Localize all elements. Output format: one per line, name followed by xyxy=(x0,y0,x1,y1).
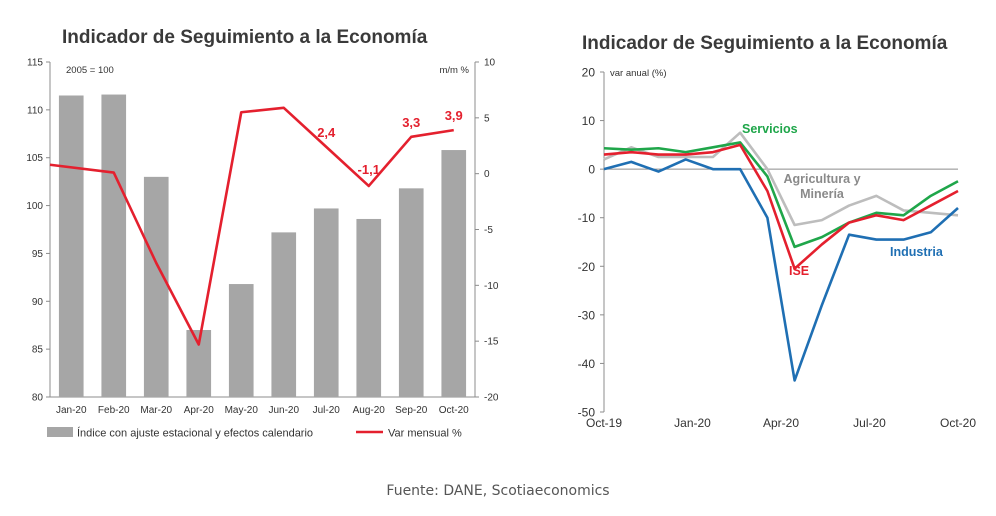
right-chart-line-agricultura-y-mineria xyxy=(603,131,959,227)
left-chart-data-label: 3,3 xyxy=(402,115,420,130)
right-chart-y-tick-label: 20 xyxy=(582,66,596,80)
left-chart-left-axis-label: 2005 = 100 xyxy=(66,65,114,76)
right-chart-y-tick-label: -10 xyxy=(578,211,596,225)
left-chart-bar xyxy=(143,176,169,397)
right-chart-x-tick-label: Jan-20 xyxy=(674,416,711,430)
left-chart-legend-label-line: Var mensual % xyxy=(388,428,462,440)
left-chart-title: Indicador de Seguimiento a la Economía xyxy=(62,27,428,48)
left-chart-right-tick-label: -20 xyxy=(484,393,499,404)
right-chart-line-servicios xyxy=(603,141,959,249)
right-chart-y-tick-label: -30 xyxy=(578,308,596,322)
left-chart-right-tick-label: -15 xyxy=(484,337,499,348)
right-chart-y-axis-label: var anual (%) xyxy=(610,68,667,79)
left-chart-left-tick-label: 95 xyxy=(32,249,44,260)
left-chart-right-tick-label: 5 xyxy=(484,113,490,124)
left-chart-right-tick-label: -10 xyxy=(484,281,499,292)
left-chart-left-tick-label: 110 xyxy=(27,105,43,116)
right-chart-y-tick-label: 10 xyxy=(582,114,596,128)
right-chart-x-tick-label: Oct-19 xyxy=(586,416,622,430)
right-chart-series-label-servicios: Servicios xyxy=(742,122,798,136)
left-chart-left-tick-label: 100 xyxy=(26,201,43,212)
left-chart-bar xyxy=(228,284,254,397)
left-chart-x-tick-label: Jul-20 xyxy=(313,405,341,416)
right-chart-y-tick-label: -40 xyxy=(578,357,596,371)
left-chart-x-tick-label: May-20 xyxy=(225,405,259,416)
right-chart-title: Indicador de Seguimiento a la Economía xyxy=(582,33,948,54)
left-chart-x-tick-label: Jun-20 xyxy=(268,405,299,416)
left-chart-right-tick-label: -5 xyxy=(484,225,493,236)
right-chart-y-tick-label: -20 xyxy=(578,260,596,274)
left-chart-left-tick-label: 90 xyxy=(32,297,44,308)
right-chart-series-label-ise: ISE xyxy=(789,264,809,278)
left-chart-bar xyxy=(356,218,382,397)
left-chart-data-label: -1,1 xyxy=(358,162,380,177)
left-chart-line-var-mensual xyxy=(49,106,454,346)
source-note: Fuente: DANE, Scotiaeconomics xyxy=(386,483,610,499)
left-chart-right-axis-label: m/m % xyxy=(439,65,469,76)
left-chart-right-tick-label: 0 xyxy=(484,169,490,180)
right-chart-line-ise xyxy=(603,143,959,271)
left-chart-right-tick-label: 10 xyxy=(484,58,496,69)
right-chart-series-label-agricultura-line1: Agricultura y xyxy=(783,172,860,186)
left-chart-data-label: 3,9 xyxy=(445,108,463,123)
left-chart-x-tick-label: Sep-20 xyxy=(395,405,428,416)
right-chart-y-tick-label: 0 xyxy=(588,163,595,177)
right-chart-x-tick-label: Oct-20 xyxy=(940,416,976,430)
right-chart-y-tick-label: -50 xyxy=(578,406,596,420)
left-chart-legend-label-bars: Índice con ajuste estacional y efectos c… xyxy=(77,427,313,440)
left-chart-x-tick-label: Mar-20 xyxy=(140,405,172,416)
left-chart-left-tick-label: 85 xyxy=(32,345,44,356)
right-chart-series-label-industria: Industria xyxy=(890,245,944,259)
left-chart-data-label: 2,4 xyxy=(317,125,336,140)
left-chart-x-tick-label: Aug-20 xyxy=(353,405,386,416)
left-chart-bar xyxy=(441,150,467,397)
right-chart-line-industria xyxy=(603,158,959,382)
left-chart-x-tick-label: Jan-20 xyxy=(56,405,87,416)
left-chart-bar xyxy=(398,188,424,397)
left-chart-bar xyxy=(271,232,297,397)
left-chart-bar xyxy=(58,95,84,397)
left-chart-bar xyxy=(101,94,127,398)
left-chart-x-tick-label: Feb-20 xyxy=(98,405,130,416)
right-chart-x-tick-label: Jul-20 xyxy=(853,416,886,430)
left-chart-legend-swatch-bars xyxy=(47,427,73,437)
left-chart-x-tick-label: Oct-20 xyxy=(439,405,469,416)
right-chart-x-tick-label: Apr-20 xyxy=(763,416,799,430)
right-chart-series-label-agricultura-line2: Minería xyxy=(800,187,845,201)
left-chart-left-tick-label: 115 xyxy=(27,58,43,69)
left-chart-bar xyxy=(313,208,339,397)
left-chart-left-tick-label: 105 xyxy=(26,153,43,164)
left-chart-x-tick-label: Apr-20 xyxy=(184,405,214,416)
left-chart-left-tick-label: 80 xyxy=(32,393,44,404)
